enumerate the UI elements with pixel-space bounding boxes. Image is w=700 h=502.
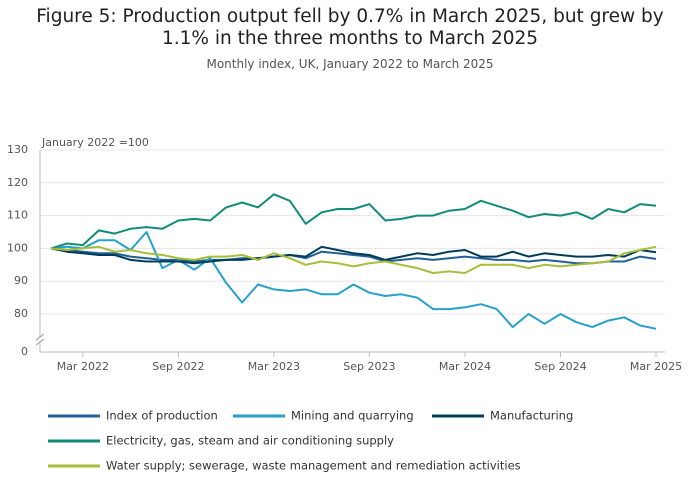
legend-label: Mining and quarrying <box>291 409 414 423</box>
chart-title: Figure 5: Production output fell by 0.7%… <box>36 6 664 49</box>
axis-break <box>35 333 45 341</box>
y-tick-label: 100 <box>7 241 28 254</box>
series-line <box>50 245 657 274</box>
axis-break-gap <box>36 337 44 342</box>
legend-label: Manufacturing <box>490 409 573 423</box>
y-tick-label: 120 <box>7 176 28 189</box>
axis-break <box>35 338 45 346</box>
series-line <box>50 245 657 265</box>
y-tick-label: 130 <box>7 143 28 156</box>
x-tick-label: Sep 2023 <box>343 360 395 373</box>
x-tick-label: Mar 2023 <box>248 360 300 373</box>
y-tick-label: 0 <box>21 345 28 358</box>
y-tick-label: 80 <box>14 307 28 320</box>
y-tick-label: 90 <box>14 274 28 287</box>
x-tick-label: Sep 2022 <box>152 360 204 373</box>
series-line <box>50 231 657 330</box>
legend-label: Index of production <box>106 409 218 423</box>
x-tick-label: Mar 2022 <box>57 360 109 373</box>
x-tick-label: Mar 2025 <box>630 360 682 373</box>
chart-subtitle: Monthly index, UK, January 2022 to March… <box>206 57 494 71</box>
x-tick-label: Mar 2024 <box>439 360 491 373</box>
series-line <box>50 193 657 250</box>
legend-label: Electricity, gas, steam and air conditio… <box>106 434 394 448</box>
y-axis-label: January 2022 =100 <box>41 136 149 149</box>
x-tick-label: Sep 2024 <box>534 360 586 373</box>
legend-label: Water supply; sewerage, waste management… <box>106 459 521 473</box>
y-tick-label: 110 <box>7 209 28 222</box>
series-line <box>50 247 657 265</box>
